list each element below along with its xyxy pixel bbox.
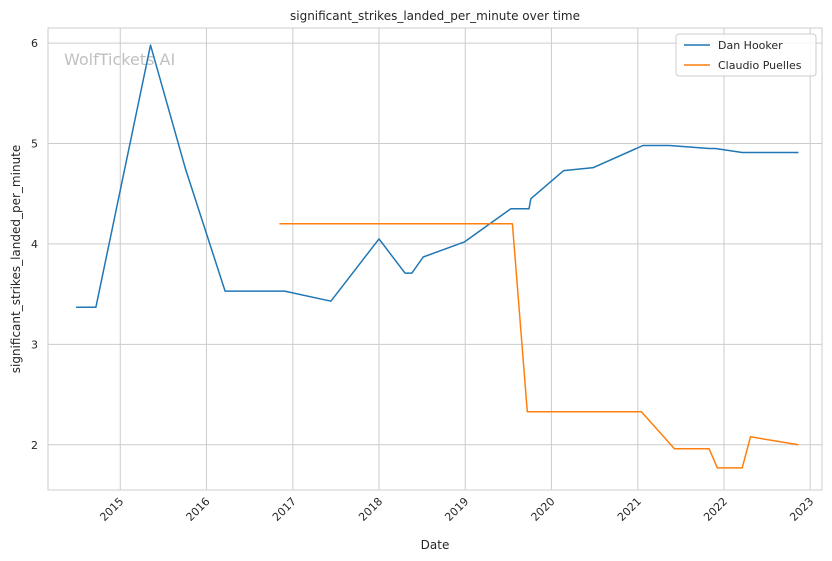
y-tick-label: 4 xyxy=(31,238,38,251)
grid-lines xyxy=(48,28,822,490)
x-tick-label: 2021 xyxy=(615,495,644,524)
x-tick-labels: 2015 2016 2017 2018 2019 2020 2021 2022 2023 xyxy=(97,495,816,524)
y-axis-label: significant_strikes_landed_per_minute xyxy=(9,145,23,374)
y-tick-label: 2 xyxy=(31,439,38,452)
legend-box xyxy=(675,33,817,77)
chart-title: significant_strikes_landed_per_minute ov… xyxy=(290,9,580,23)
x-tick-label: 2019 xyxy=(442,495,471,524)
series-lines xyxy=(76,44,799,469)
x-tick-label: 2016 xyxy=(184,495,213,524)
y-tick-label: 5 xyxy=(31,138,38,151)
x-tick-label: 2018 xyxy=(356,495,385,524)
y-tick-label: 3 xyxy=(31,338,38,351)
legend: Dan Hooker Claudio Puelles xyxy=(675,33,817,77)
x-axis-label: Date xyxy=(421,538,450,552)
watermark: WolfTickets AI xyxy=(64,50,175,69)
legend-label: Dan Hooker xyxy=(718,39,783,52)
legend-label: Claudio Puelles xyxy=(718,59,802,72)
series-line-claudio-puelles xyxy=(279,223,799,469)
plot-frame xyxy=(47,27,823,491)
x-tick-label: 2015 xyxy=(97,495,126,524)
x-tick-label: 2017 xyxy=(270,495,299,524)
x-tick-label: 2023 xyxy=(787,495,816,524)
series-line-dan-hooker xyxy=(76,44,799,308)
x-tick-label: 2020 xyxy=(529,495,558,524)
x-tick-label: 2022 xyxy=(701,495,730,524)
y-tick-labels: 2 3 4 5 6 xyxy=(31,37,38,452)
y-tick-label: 6 xyxy=(31,37,38,50)
